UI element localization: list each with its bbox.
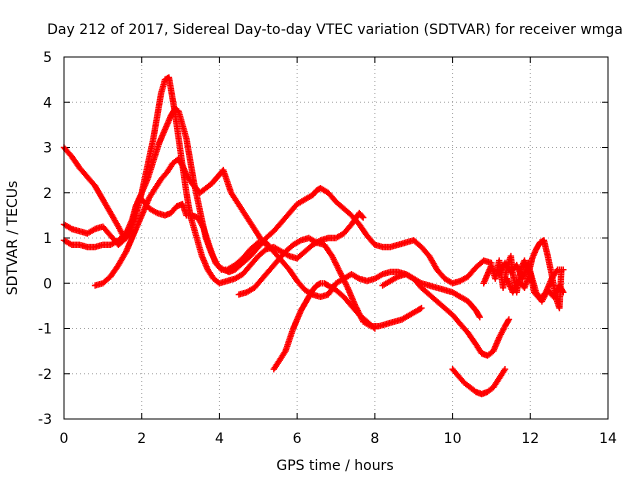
plus-marker-path — [379, 271, 513, 359]
y-tick-label: 0 — [43, 276, 52, 292]
x-tick-label: 12 — [521, 431, 539, 447]
x-tick-label: 4 — [215, 431, 224, 447]
x-tick-label: 14 — [599, 431, 617, 447]
x-tick-label: 8 — [370, 431, 379, 447]
y-tick-label: -1 — [38, 322, 52, 338]
plus-marker-path — [503, 268, 567, 305]
y-tick-label: 1 — [43, 231, 52, 247]
plus-marker-path — [91, 155, 276, 289]
plus-marker-path — [270, 280, 379, 373]
chart-title: Day 212 of 2017, Sidereal Day-to-day VTE… — [47, 22, 623, 38]
series-track-f — [270, 280, 379, 373]
x-tick-label: 10 — [444, 431, 462, 447]
data-points — [60, 74, 567, 398]
x-tick-labels: 0 2 4 6 8 10 12 14 — [60, 431, 617, 447]
x-tick-label: 0 — [60, 431, 69, 447]
series-track-k — [503, 268, 567, 305]
series-track-h — [449, 366, 509, 398]
y-tick-label: -2 — [38, 367, 52, 383]
x-tick-label: 2 — [137, 431, 146, 447]
y-axis-label: SDTVAR / TECUs — [5, 181, 21, 296]
y-tick-label: 3 — [43, 141, 52, 157]
y-tick-label: -3 — [38, 412, 52, 428]
y-tick-label: 5 — [43, 50, 52, 66]
series-track-d — [91, 155, 276, 289]
y-tick-labels: -3 -2 -1 0 1 2 3 4 5 — [38, 50, 52, 428]
x-axis-label: GPS time / hours — [276, 458, 393, 474]
plus-marker-path — [449, 366, 509, 398]
plot-frame — [63, 56, 609, 420]
y-tick-label: 4 — [43, 95, 52, 111]
y-tick-label: 2 — [43, 186, 52, 202]
x-tick-label: 6 — [293, 431, 302, 447]
series-track-g — [379, 271, 513, 359]
